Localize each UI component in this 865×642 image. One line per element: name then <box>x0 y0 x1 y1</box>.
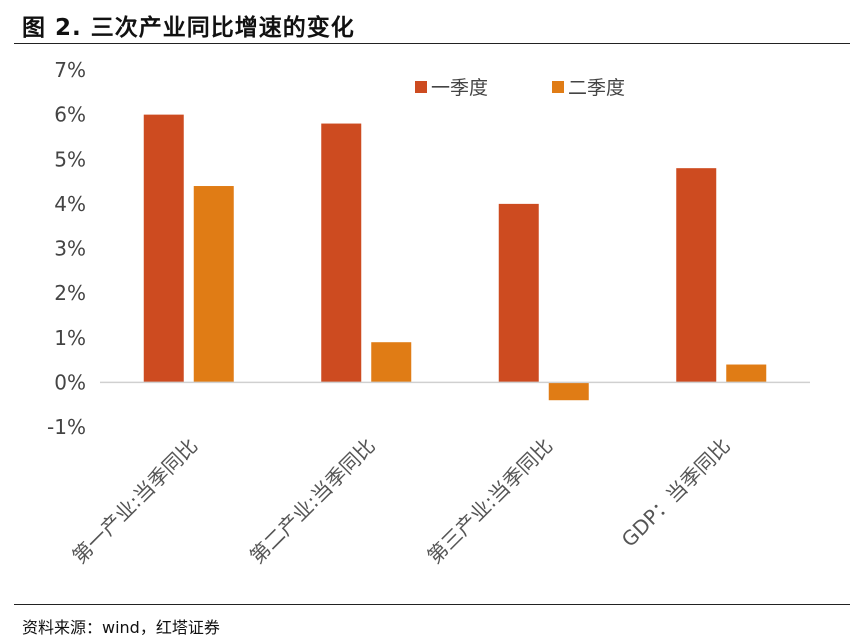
legend-label: 二季度 <box>568 77 625 99</box>
bar-q2 <box>193 186 234 383</box>
y-tick-label: -1% <box>47 415 86 439</box>
y-tick-label: 2% <box>54 281 86 305</box>
figure-title: 图 2. 三次产业同比增速的变化 <box>22 15 355 41</box>
x-tick-label: 第三产业:当季同比 <box>422 434 557 569</box>
y-tick-label: 0% <box>54 370 86 394</box>
bar-chart: 7% 6% 5% 4% 3% 2% 1% 0% -1%第一产业:当季同比 第二产业:当季同比 第三产… <box>47 58 810 569</box>
x-tick-label: 第一产业:当季同比 <box>67 434 202 569</box>
bar-q2 <box>548 382 589 401</box>
legend-swatch <box>552 81 564 93</box>
source-divider <box>14 604 850 605</box>
legend-label: 一季度 <box>431 77 488 99</box>
title-divider <box>14 43 850 44</box>
y-tick-label: 7% <box>54 58 86 82</box>
y-tick-label: 1% <box>54 326 86 350</box>
y-tick-label: 5% <box>54 147 86 171</box>
bar-q1 <box>498 203 539 383</box>
bar-q1 <box>143 114 184 383</box>
legend-swatch <box>415 81 427 93</box>
y-tick-label: 3% <box>54 237 86 261</box>
y-tick-label: 4% <box>54 192 86 216</box>
source-note: 资料来源：wind，红塔证券 <box>22 618 220 637</box>
bar-q1 <box>676 168 717 383</box>
bar-q2 <box>371 342 412 383</box>
bar-q2 <box>726 364 767 383</box>
x-tick-label: 第二产业:当季同比 <box>245 434 380 569</box>
bar-q1 <box>321 123 362 383</box>
y-tick-label: 6% <box>54 103 86 127</box>
x-tick-label: GDP：当季同比 <box>617 434 735 552</box>
